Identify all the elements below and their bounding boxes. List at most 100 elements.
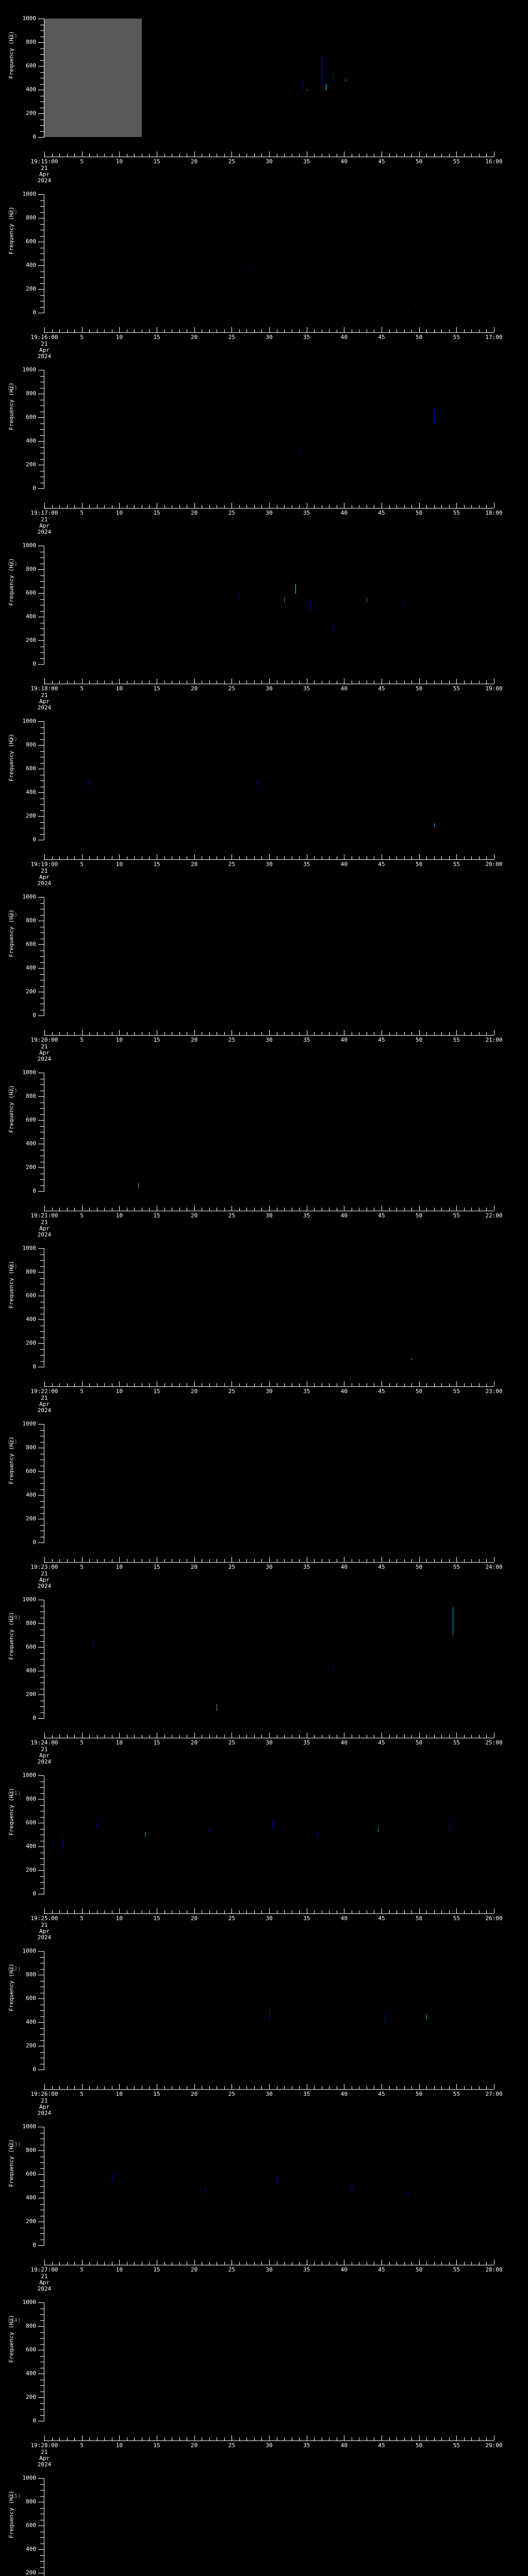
- y-axis-tick: [40, 611, 44, 612]
- x-axis-tick: [52, 2437, 53, 2441]
- x-axis-tick: [299, 154, 300, 157]
- x-axis-tick-label: 55: [453, 2442, 460, 2449]
- y-axis-label: 0: [32, 309, 36, 316]
- x-axis-tick: [478, 2262, 480, 2265]
- y-axis-title: Frequency (Hz): [8, 734, 15, 782]
- y-axis-label: 400: [26, 1843, 36, 1850]
- x-axis-tick: [426, 2086, 427, 2089]
- x-axis-tick: [269, 1206, 270, 1211]
- detection-mark: [449, 1823, 450, 1830]
- x-axis-tick-label: 45: [378, 2442, 385, 2449]
- x-axis-date-line: 21: [41, 2273, 48, 2280]
- x-axis-tick-label: 19:16:00: [30, 334, 58, 341]
- x-axis-tick: [389, 1910, 390, 1913]
- x-axis-tick-label: 5: [80, 2442, 84, 2449]
- x-axis-tick-label: 27:00: [485, 2091, 503, 2097]
- x-axis-tick: [411, 2262, 412, 2265]
- y-axis-title: Frequency (Hz): [8, 31, 15, 79]
- x-axis-tick: [261, 1208, 262, 1211]
- y-axis-tick: [38, 42, 44, 43]
- x-axis-tick: [239, 2262, 240, 2265]
- y-axis-title: Frequency (Hz): [8, 2139, 15, 2187]
- x-axis-tick-label: 55: [453, 1739, 460, 1746]
- x-axis-tick: [254, 1383, 255, 1386]
- x-axis-tick: [44, 503, 45, 508]
- y-axis-label: 0: [32, 1715, 36, 1721]
- x-axis-tick: [209, 1559, 210, 1562]
- y-axis-tick: [38, 1471, 44, 1472]
- y-axis-tick: [40, 2507, 44, 2509]
- x-axis-tick: [456, 151, 457, 157]
- x-axis-tick: [464, 2262, 465, 2265]
- y-axis-tick: [38, 816, 44, 817]
- x-axis-tick: [464, 1032, 465, 1035]
- x-axis-date-line: 2024: [37, 704, 52, 711]
- x-axis-tick: [314, 2262, 315, 2265]
- x-axis-tick: [164, 681, 165, 684]
- y-axis-label: 800: [26, 39, 36, 45]
- plot-area: [44, 2478, 494, 2576]
- y-axis-tick: [40, 1361, 44, 1362]
- x-axis-tick: [449, 2086, 450, 2089]
- y-axis-tick: [40, 2320, 44, 2321]
- x-axis-tick-label: 30: [266, 1037, 273, 1043]
- x-axis-tick: [486, 1735, 487, 1738]
- panel-index-label: (11): [7, 1790, 21, 1797]
- x-axis-tick-label: 15: [153, 1564, 160, 1570]
- x-axis-tick: [74, 2262, 75, 2265]
- y-axis-label: 800: [26, 390, 36, 397]
- x-axis-tick-label: 10: [116, 334, 123, 341]
- plot-area: [44, 897, 494, 1015]
- x-axis-tick: [478, 681, 480, 684]
- x-axis-tick: [89, 1208, 90, 1211]
- x-axis-tick: [246, 1383, 248, 1386]
- y-axis-tick: [38, 2549, 44, 2550]
- y-axis-tick: [40, 733, 44, 734]
- y-axis-tick: [40, 60, 44, 61]
- x-axis-tick-label: 5: [80, 1388, 84, 1395]
- x-axis-tick: [261, 2262, 262, 2265]
- x-axis-tick-label: 25: [228, 2266, 235, 2273]
- y-axis-tick: [40, 206, 44, 207]
- y-axis-tick: [40, 101, 44, 102]
- panel-index-label: (2): [7, 209, 18, 215]
- y-axis-tick: [40, 2314, 44, 2315]
- panel-index-label: (6): [7, 911, 18, 918]
- x-axis-line-bottom: [44, 508, 494, 509]
- x-axis-line-bottom: [44, 1035, 494, 1036]
- x-axis-tick: [246, 329, 248, 332]
- x-axis-tick: [104, 1032, 105, 1035]
- x-axis-tick: [441, 681, 442, 684]
- x-axis-tick: [299, 856, 300, 859]
- x-axis-tick: [486, 856, 487, 859]
- x-axis-tick: [194, 2084, 195, 2089]
- x-axis-tick: [299, 1735, 300, 1738]
- x-axis-tick: [314, 2086, 315, 2089]
- x-axis-tick: [486, 2262, 487, 2265]
- x-axis-tick: [194, 2435, 195, 2441]
- x-axis-tick: [471, 1032, 472, 1035]
- y-axis-tick: [40, 125, 44, 126]
- y-axis-tick: [40, 2332, 44, 2333]
- x-axis-tick: [284, 856, 285, 859]
- x-axis-tick: [299, 2437, 300, 2441]
- y-axis-tick: [38, 664, 44, 665]
- panel-index-label: (13): [7, 2141, 21, 2148]
- x-axis-tick: [299, 2086, 300, 2089]
- y-axis-label: 400: [26, 1140, 36, 1147]
- x-axis-tick: [209, 154, 210, 157]
- x-axis-tick: [261, 1032, 262, 1035]
- y-axis-title: Frequency (Hz): [8, 1261, 15, 1309]
- x-axis-tick-label: 25: [228, 1915, 235, 1922]
- x-axis-tick: [449, 1910, 450, 1913]
- x-axis-date-line: 21: [41, 1570, 48, 1577]
- y-axis-label: 1000: [22, 15, 37, 22]
- x-axis-tick-label: 50: [416, 2091, 423, 2097]
- x-axis-tick: [411, 2086, 412, 2089]
- x-axis-tick: [411, 2437, 412, 2441]
- y-axis-tick: [38, 2245, 44, 2246]
- x-axis-tick: [426, 2262, 427, 2265]
- panel-2: 0 200 400 600 800 1000 Frequency (Hz) (2) 19:16:…: [0, 182, 528, 360]
- y-axis-tick: [38, 417, 44, 418]
- x-axis-tick-label: 35: [303, 334, 310, 341]
